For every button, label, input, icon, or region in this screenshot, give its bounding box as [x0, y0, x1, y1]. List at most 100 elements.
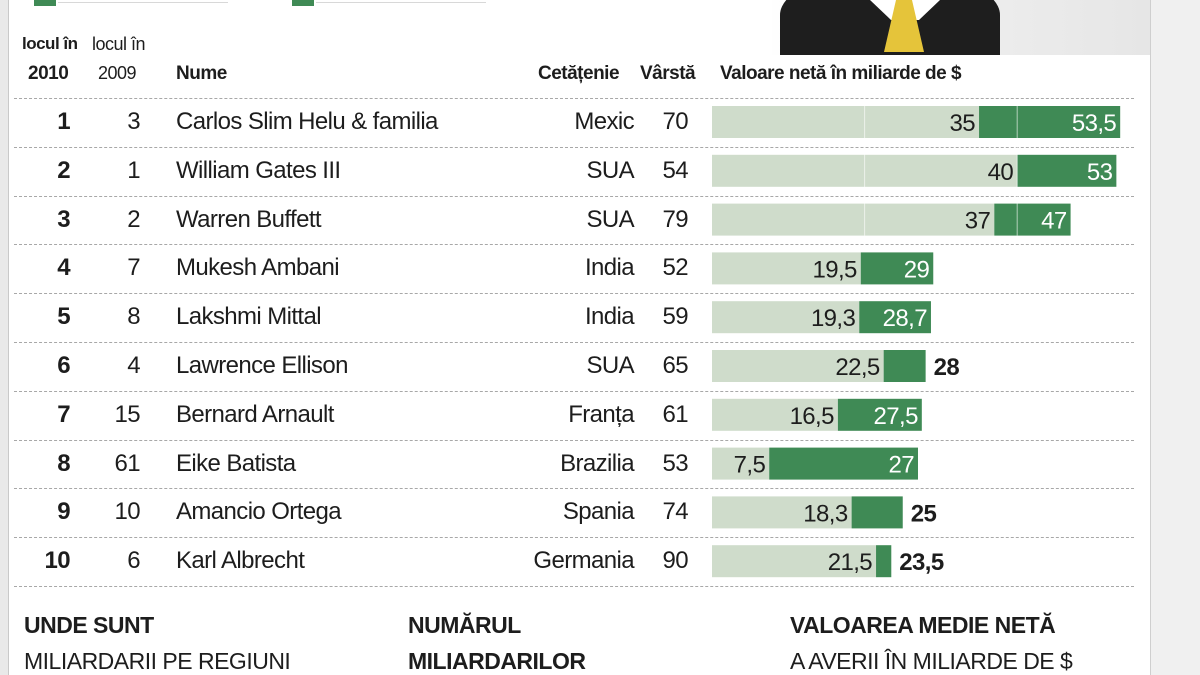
rank-2010: 7	[57, 400, 70, 428]
bar-current-value	[851, 496, 903, 529]
rank-2009: 6	[127, 547, 140, 575]
citizenship: India	[584, 254, 635, 282]
bar-current-value	[1017, 154, 1117, 187]
bar-previous-value	[712, 203, 995, 236]
bar-previous-value	[712, 545, 877, 578]
rank-2009: 61	[114, 449, 141, 477]
bar-current-value	[994, 203, 1071, 236]
rank-2009: 7	[127, 254, 140, 282]
label-previous-value: 37	[965, 208, 991, 235]
rank-2010: 1	[57, 108, 70, 135]
age: 79	[662, 205, 689, 233]
row-separator	[14, 537, 1134, 539]
rank-2010: 8	[57, 449, 70, 477]
person-name: Eike Batista	[176, 449, 296, 477]
bar-current-value	[837, 398, 922, 431]
citizenship: India	[584, 303, 635, 331]
row-separator	[14, 488, 1134, 490]
rank-2010: 9	[57, 498, 70, 526]
rank-2010: 10	[44, 547, 71, 575]
age: 74	[662, 498, 689, 526]
section-average-title: VALOAREA MEDIE NETĂ	[790, 612, 1056, 638]
rank-2009: 1	[127, 156, 140, 184]
legend-line-2010	[58, 2, 228, 3]
age: 65	[662, 352, 689, 379]
header-age: Vârstă	[640, 63, 696, 84]
label-current-value: 27	[889, 452, 915, 479]
legend-swatch-2009	[292, 0, 314, 6]
header-rank2010-line1: locul în	[22, 34, 78, 53]
row-separator	[14, 98, 1134, 99]
bar-current-value	[876, 545, 892, 578]
header-value: Valoare netă în miliarde de $	[720, 63, 962, 84]
rank-2010: 5	[57, 303, 70, 331]
label-previous-value: 16,5	[790, 403, 835, 430]
label-current-value: 47	[1041, 208, 1067, 235]
person-name: Lakshmi Mittal	[176, 303, 322, 331]
frame-right-edge	[1150, 0, 1200, 675]
label-previous-value: 7,5	[734, 452, 766, 479]
citizenship: SUA	[586, 205, 634, 233]
rank-2009: 8	[127, 303, 140, 331]
bar-previous-value	[712, 350, 884, 382]
legend-swatch-2010	[34, 0, 56, 6]
row-separator	[14, 195, 1134, 197]
person-name: Warren Buffett	[176, 205, 322, 233]
section-count-title: NUMĂRUL	[408, 612, 521, 638]
rank-2009: 3	[127, 108, 140, 135]
person-name: Carlos Slim Helu & familia	[176, 108, 438, 135]
header-rank2009-line2: 2009	[98, 63, 137, 83]
bar-previous-value	[712, 252, 861, 285]
citizenship: Franța	[568, 400, 634, 428]
label-current-value: 53,5	[1072, 110, 1117, 137]
citizenship: SUA	[586, 352, 634, 379]
row-separator	[14, 146, 1134, 148]
rank-2009: 15	[114, 400, 141, 428]
bar-current-value	[859, 301, 931, 334]
age: 54	[662, 156, 689, 184]
citizenship: SUA	[586, 156, 634, 184]
bar-current-value	[860, 252, 934, 285]
portrait-photo	[770, 0, 1150, 55]
rank-2009: 10	[114, 498, 141, 526]
age: 52	[662, 254, 689, 282]
label-current-value: 23,5	[899, 549, 944, 576]
section-regions-title: UNDE SUNT	[24, 612, 154, 638]
row-separator	[14, 293, 1134, 295]
person-name: Amancio Ortega	[176, 498, 342, 526]
label-previous-value: 22,5	[835, 354, 880, 381]
person-name: Bernard Arnault	[176, 400, 334, 428]
label-current-value: 29	[904, 256, 930, 283]
label-current-value: 28	[934, 354, 960, 381]
label-previous-value: 19,3	[811, 305, 856, 332]
frame-left-edge	[0, 0, 9, 675]
bar-current-value	[979, 106, 1121, 138]
bar-current-value	[883, 350, 926, 382]
header-citizenship: Cetățenie	[538, 63, 620, 84]
citizenship: Germania	[533, 547, 634, 575]
section-count-subtitle: MILIARDARILOR	[408, 648, 586, 674]
rank-2010: 3	[57, 205, 70, 233]
rank-2010: 6	[57, 352, 70, 379]
rank-2010: 2	[57, 156, 70, 184]
label-previous-value: 19,5	[812, 256, 857, 283]
bar-previous-value	[712, 106, 980, 138]
row-separator	[14, 439, 1134, 441]
label-previous-value: 18,3	[803, 500, 848, 527]
section-average-subtitle: A AVERII ÎN MILIARDE DE $	[790, 648, 1073, 674]
row-separator	[14, 586, 1134, 587]
rank-2009: 4	[127, 352, 140, 379]
bar-previous-value	[712, 447, 770, 480]
bar-previous-value	[712, 496, 852, 529]
age: 53	[662, 449, 689, 477]
row-separator	[14, 244, 1134, 246]
rank-2010: 4	[57, 254, 70, 282]
citizenship: Brazilia	[560, 449, 635, 477]
bar-previous-value	[712, 398, 838, 431]
label-current-value: 25	[911, 500, 937, 527]
legend-line-2009	[316, 2, 486, 3]
person-name: William Gates III	[176, 156, 341, 184]
person-name: Karl Albrecht	[176, 547, 305, 575]
label-previous-value: 40	[988, 159, 1014, 186]
